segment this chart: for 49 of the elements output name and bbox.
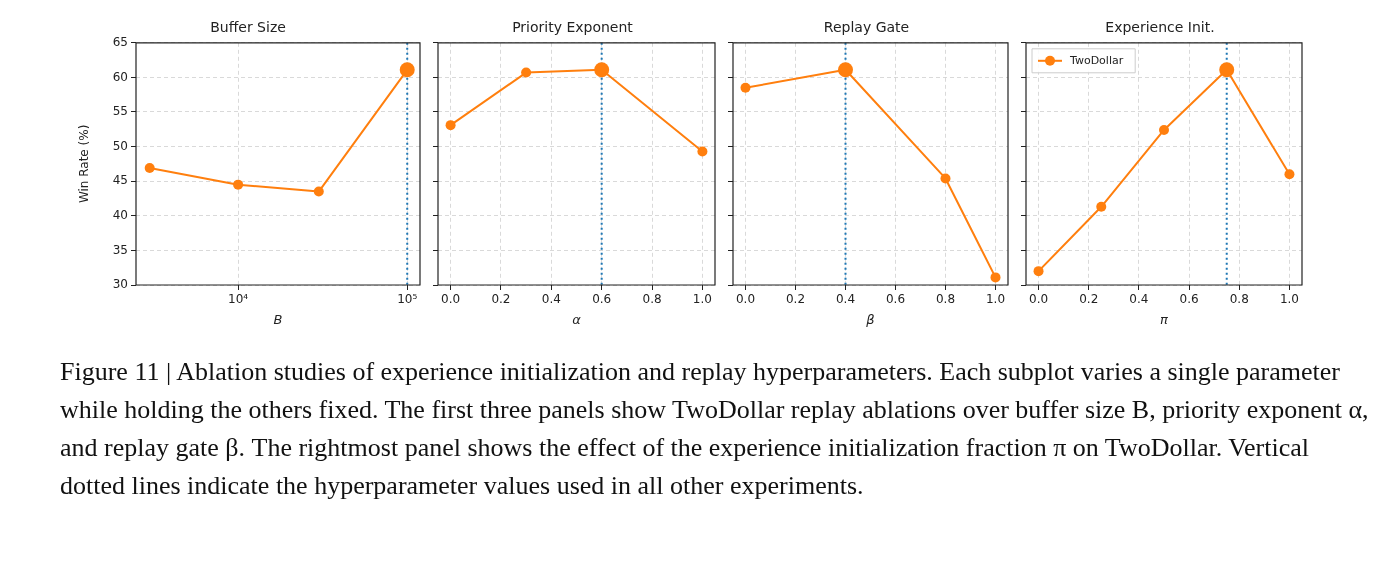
x-tick-label: 0.2 bbox=[491, 292, 511, 307]
legend-label: TwoDollar bbox=[1069, 53, 1124, 67]
y-axis-title: Win Rate (%) bbox=[77, 124, 92, 204]
y-tick-label: 60 bbox=[112, 69, 128, 84]
x-axis-title: B bbox=[273, 311, 283, 327]
x-tick-label: 0.8 bbox=[642, 292, 662, 307]
x-tick-label: 0.6 bbox=[592, 292, 612, 307]
x-axis-title: π bbox=[1160, 311, 1169, 327]
point bbox=[697, 146, 708, 157]
x-tick-label: 0.8 bbox=[935, 292, 956, 307]
y-tick-label: 35 bbox=[112, 242, 128, 257]
point bbox=[1096, 201, 1107, 212]
y-tick-label: 55 bbox=[112, 104, 128, 119]
x-tick-label: 0.0 bbox=[1029, 292, 1049, 307]
x-tick-label: 0.6 bbox=[885, 292, 906, 307]
chart-title: Experience Init. bbox=[1105, 19, 1215, 36]
y-tick-label: 30 bbox=[112, 277, 128, 292]
point bbox=[445, 120, 456, 131]
x-tick-label: 0.0 bbox=[735, 292, 756, 307]
y-tick-label: 40 bbox=[112, 207, 128, 222]
point bbox=[521, 67, 532, 78]
x-tick-label: 1.0 bbox=[692, 292, 712, 307]
point bbox=[990, 272, 1001, 283]
x-tick-label: 0.6 bbox=[1179, 292, 1199, 307]
x-tick-label: 1.0 bbox=[1279, 292, 1299, 307]
caption: Figure 11 | Ablation studies of experience initialization and replay hyperparameters. Each subplot varies a single parameter while holding the others fixed. The first three panels show TwoDollar replay ablations over buffer size B, priority exponent α, and replay gate β. The rightmost panel shows the effect of the experience initialization fraction π on TwoDollar. Vertical dotted lines indicate the hyperparameter values used in all other experiments. bbox=[60, 356, 1370, 502]
x-tick-label: 1.0 bbox=[985, 292, 1006, 307]
x-tick-label: 0.4 bbox=[541, 292, 561, 307]
y-tick-label: 65 bbox=[112, 34, 128, 49]
x-tick-label: 0.8 bbox=[1229, 292, 1249, 307]
x-tick-label: 0.4 bbox=[835, 292, 856, 307]
point bbox=[1284, 169, 1295, 180]
x-axis-title: β bbox=[865, 311, 875, 327]
x-axis-title: α bbox=[572, 311, 582, 327]
chart-title: Priority Exponent bbox=[512, 19, 634, 36]
x-tick-label: 10⁴ bbox=[228, 292, 249, 307]
y-tick-label: 50 bbox=[112, 138, 128, 153]
chart-title: Replay Gate bbox=[823, 19, 910, 36]
point bbox=[1159, 124, 1169, 135]
point bbox=[1033, 266, 1044, 277]
x-tick-label: 0.0 bbox=[441, 292, 461, 307]
point bbox=[940, 173, 951, 184]
point bbox=[740, 82, 751, 93]
x-tick-label: 0.2 bbox=[1079, 292, 1099, 307]
y-tick-label: 45 bbox=[112, 173, 128, 188]
chart-title: Buffer Size bbox=[210, 19, 286, 36]
x-tick-label: 0.4 bbox=[1129, 292, 1149, 307]
x-tick-label: 0.2 bbox=[785, 292, 806, 307]
x-tick-label: 10⁵ bbox=[397, 292, 418, 307]
